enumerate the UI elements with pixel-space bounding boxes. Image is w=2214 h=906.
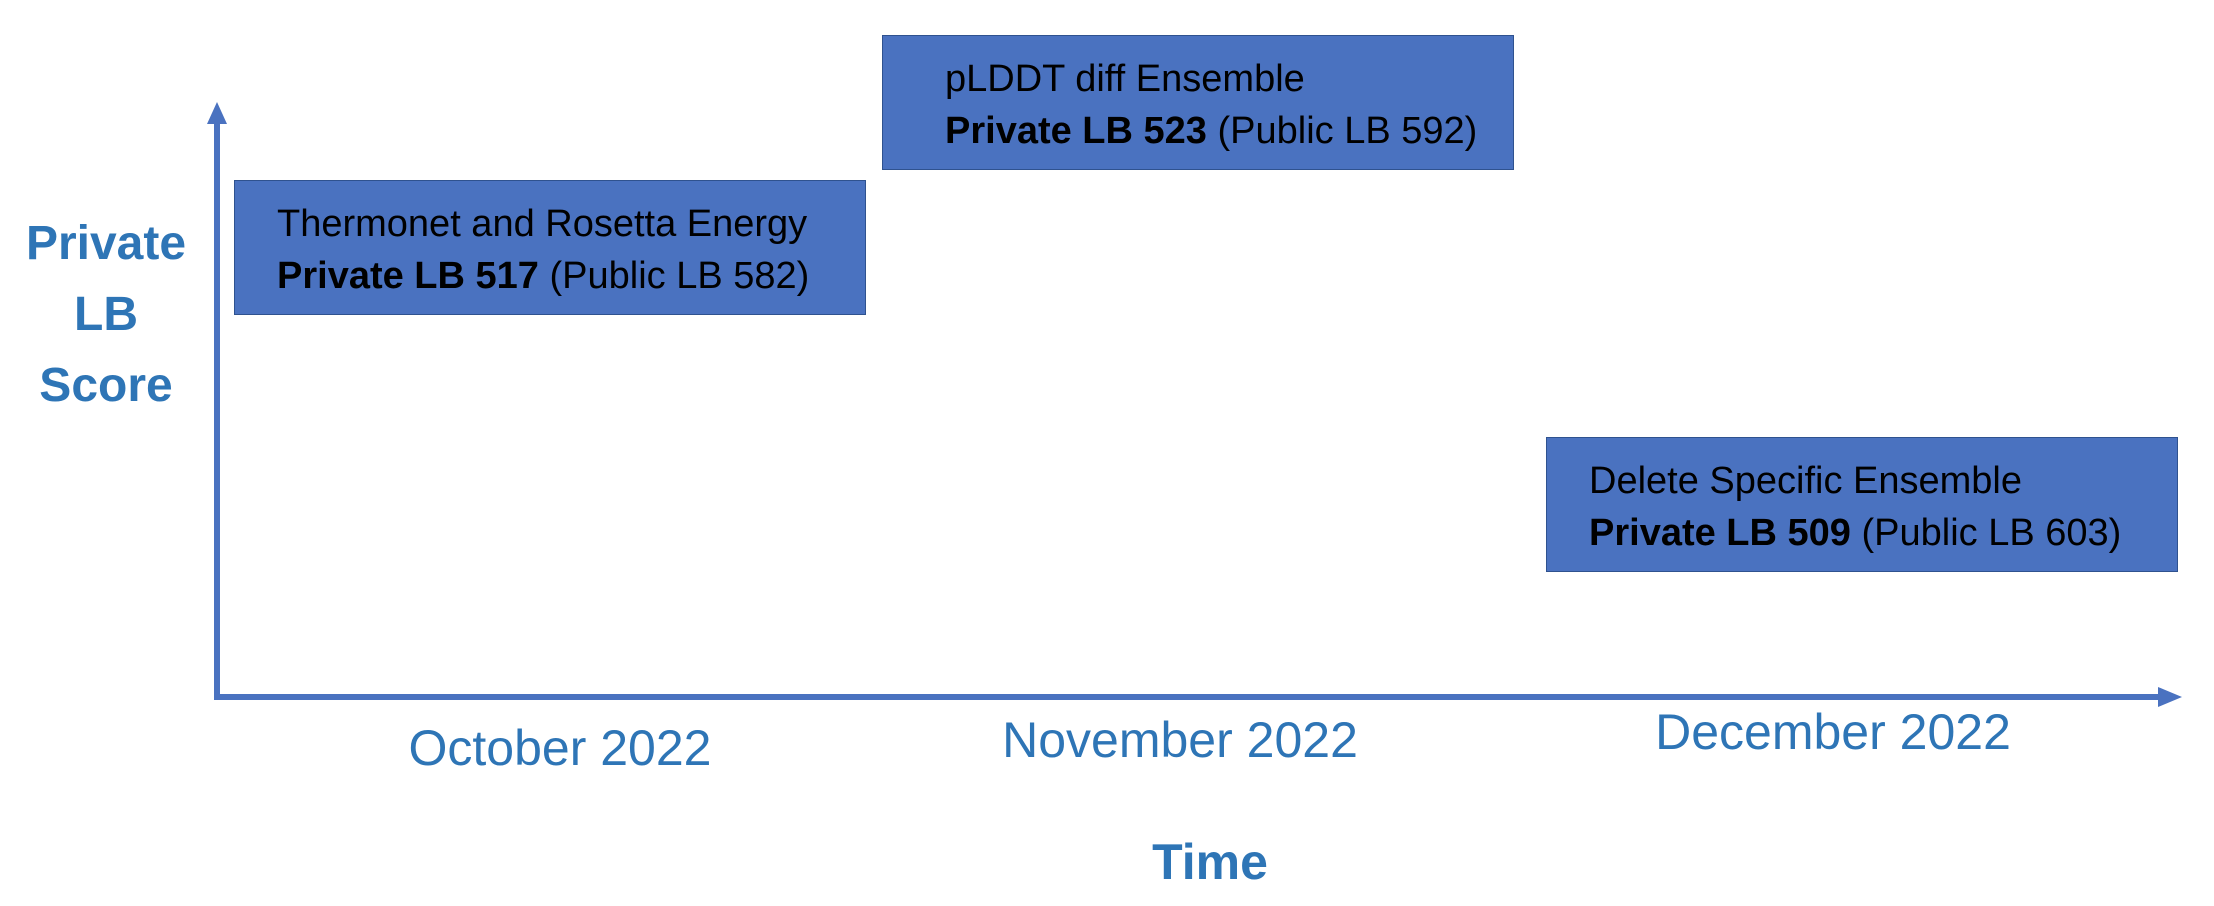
month-label-december: December 2022 <box>1655 704 2011 760</box>
month-label-october: October 2022 <box>408 720 712 776</box>
milestone-score-line: Private LB 523 (Public LB 592) <box>945 105 1513 157</box>
y-axis-label-line: Private <box>25 217 187 270</box>
month-label-november: November 2022 <box>1002 712 1358 768</box>
milestone-private-score: Private LB 517 <box>277 255 539 297</box>
milestone-private-score: Private LB 509 <box>1589 512 1851 554</box>
milestone-public-score: (Public LB 603) <box>1861 512 2122 554</box>
milestone-box-october: Thermonet and Rosetta Energy Private LB … <box>234 180 866 315</box>
y-axis-label: Private LB Score <box>6 208 206 421</box>
milestone-title: pLDDT diff Ensemble <box>945 58 1305 100</box>
milestone-score-line: Private LB 517 (Public LB 582) <box>277 250 865 302</box>
x-axis-arrowhead <box>2158 687 2182 707</box>
milestone-public-score: (Public LB 592) <box>1217 110 1478 152</box>
milestone-score-line: Private LB 509 (Public LB 603) <box>1589 507 2177 559</box>
milestone-box-december: Delete Specific Ensemble Private LB 509 … <box>1546 437 2178 572</box>
x-axis-label: Time <box>1152 834 1268 890</box>
milestone-public-score: (Public LB 582) <box>549 255 810 297</box>
milestone-title: Thermonet and Rosetta Energy <box>277 203 808 245</box>
y-axis-label-line: Score <box>39 359 173 412</box>
milestone-title: Delete Specific Ensemble <box>1589 460 2022 502</box>
milestone-private-score: Private LB 523 <box>945 110 1207 152</box>
y-axis-arrowhead <box>207 102 227 124</box>
y-axis-label-line: LB <box>74 288 138 341</box>
milestone-box-november: pLDDT diff Ensemble Private LB 523 (Publ… <box>882 35 1514 170</box>
